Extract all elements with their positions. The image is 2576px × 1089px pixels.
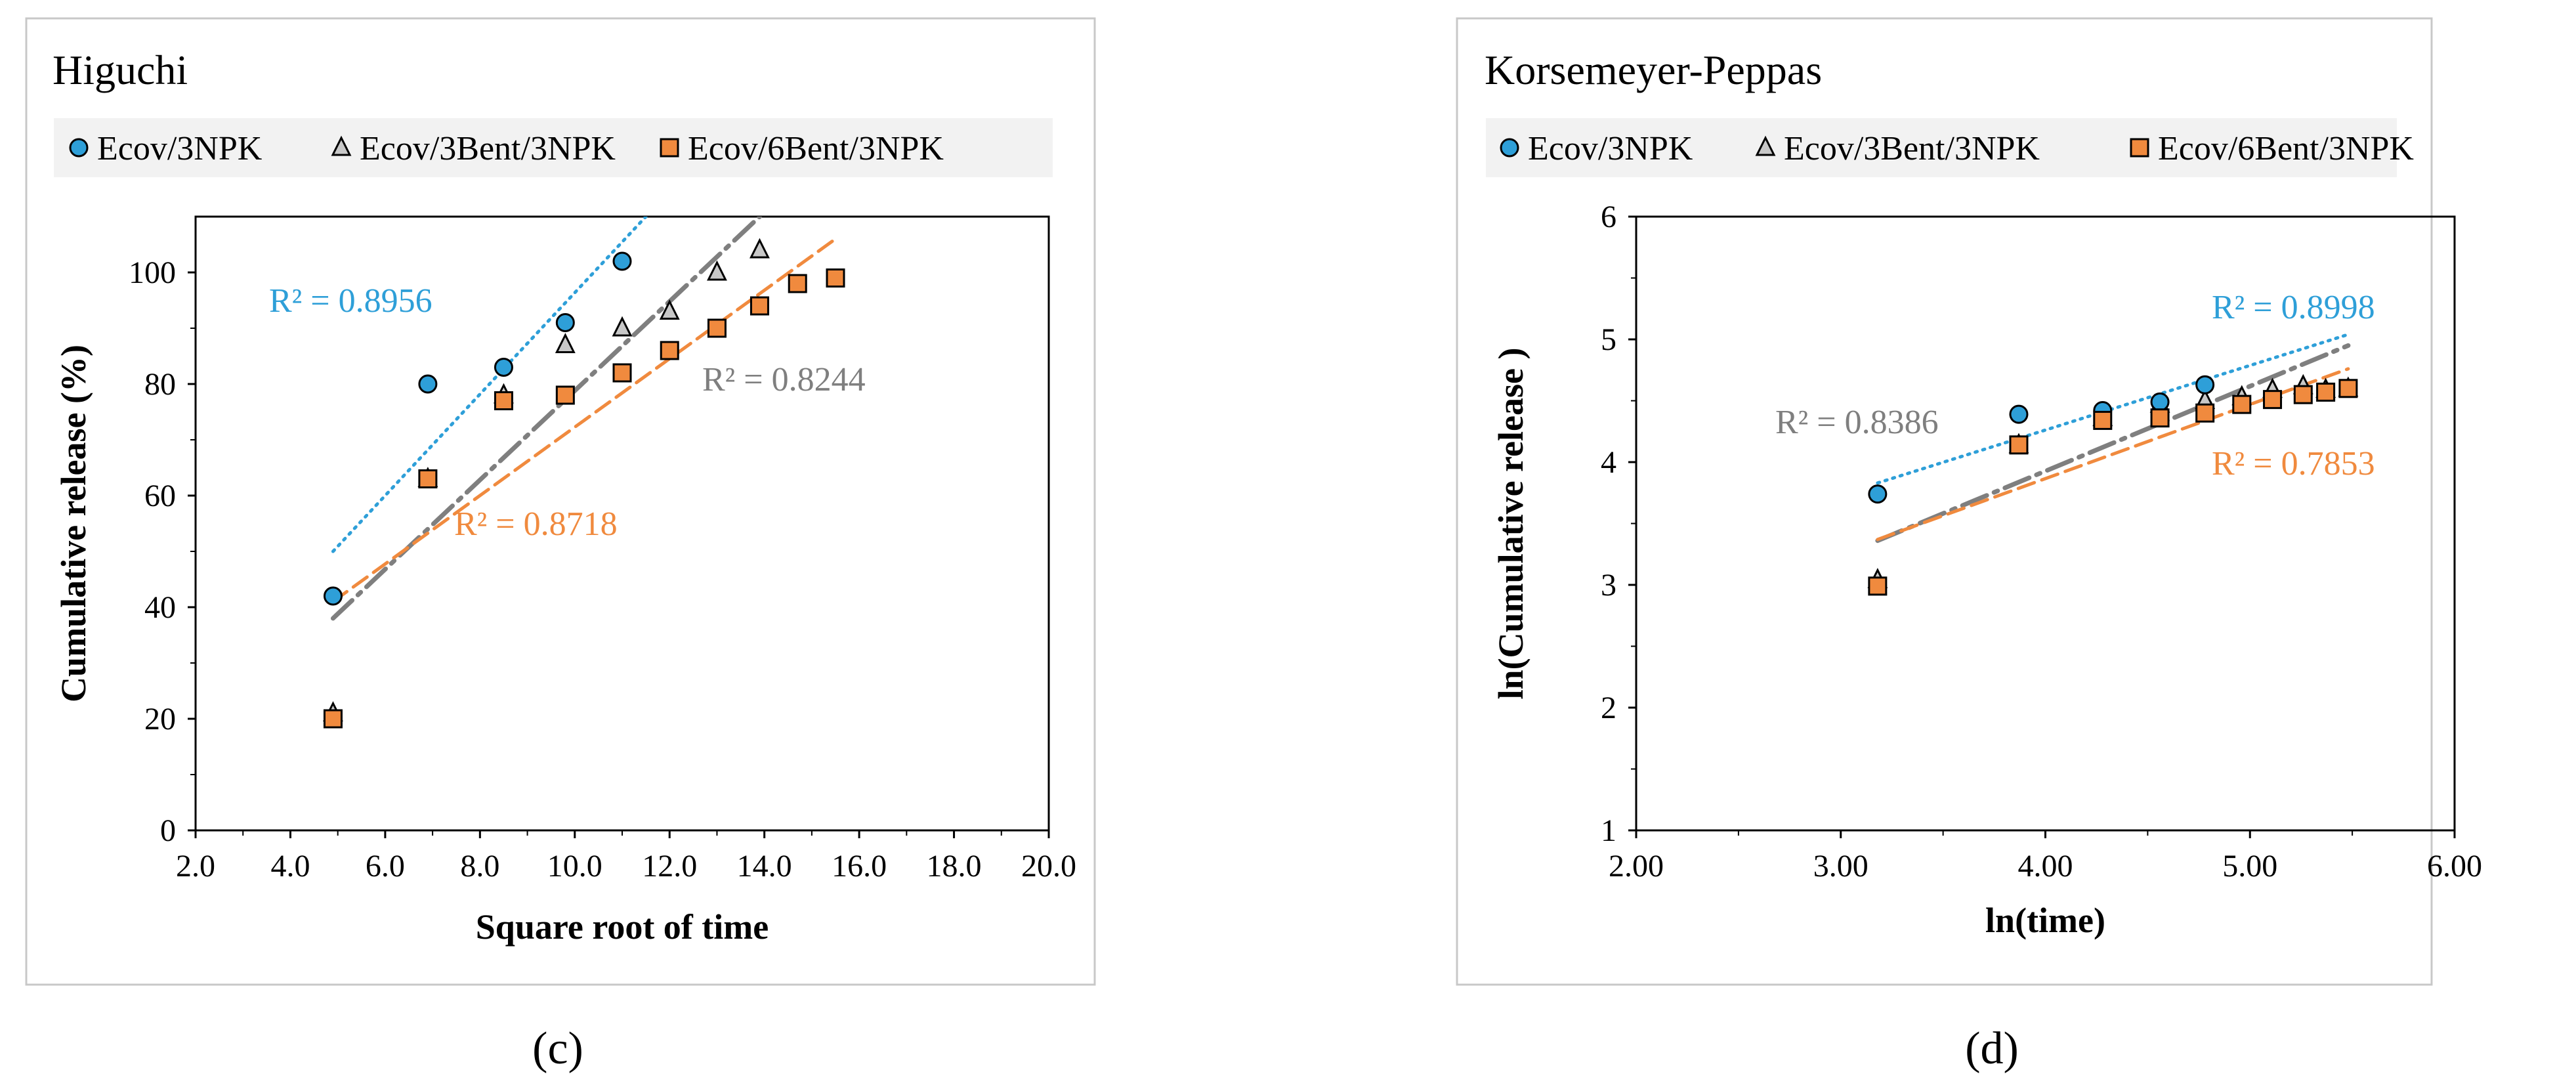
y-tick-label: 5 <box>1601 322 1616 357</box>
chart-frame <box>25 17 1096 986</box>
chart-panel-c: Higuchi Ecov/3NPK Ecov/3Bent/3NPK Ecov/6Ben… <box>25 17 1096 1074</box>
data-point-square <box>2009 435 2029 455</box>
data-point-square <box>2093 410 2113 430</box>
y-tick-label: 2 <box>1601 691 1616 725</box>
data-point-square <box>323 709 343 729</box>
data-point-square <box>707 318 727 338</box>
data-point-triangle <box>707 260 727 281</box>
y-tick-label: 20 <box>144 702 176 737</box>
y-tick-label: 0 <box>160 813 176 848</box>
data-point-square <box>826 268 845 288</box>
data-point-circle <box>323 586 343 606</box>
y-tick-label: 3 <box>1601 568 1616 603</box>
data-point-square <box>418 469 438 488</box>
chart-frame <box>1456 17 2433 986</box>
data-point-circle <box>418 374 438 394</box>
data-point-triangle <box>659 299 680 320</box>
data-point-square <box>2293 385 2313 404</box>
x-tick-label: 5.00 <box>2222 849 2277 884</box>
x-tick-label: 20.0 <box>1021 849 1076 884</box>
data-point-triangle <box>750 238 770 259</box>
data-point-square <box>555 385 575 405</box>
data-point-circle <box>2009 404 2029 424</box>
legend-label: Ecov/3Bent/3NPK <box>1784 130 2040 167</box>
y-tick-label: 100 <box>129 255 176 290</box>
legend-marker-circle <box>1500 138 1519 158</box>
legend-marker-circle <box>69 138 89 158</box>
x-tick-label: 16.0 <box>832 849 887 884</box>
x-axis-label: Square root of time <box>476 907 769 947</box>
legend-marker-square <box>660 138 679 158</box>
legend-box <box>54 118 1053 177</box>
y-tick-label: 1 <box>1601 813 1616 848</box>
x-tick-label: 14.0 <box>737 849 792 884</box>
x-tick-label: 2.0 <box>176 849 215 884</box>
trendline-triangle <box>1875 343 2351 544</box>
legend-marker-triangle <box>1755 135 1776 156</box>
subfigure-label: (d) <box>1965 1023 2019 1074</box>
x-axis-label: ln(time) <box>1985 901 2105 940</box>
r-squared-label: R² = 0.8386 <box>1775 404 1939 441</box>
r-squared-label: R² = 0.7853 <box>2212 445 2375 482</box>
data-point-square <box>2232 395 2252 414</box>
x-tick-label: 4.0 <box>270 849 310 884</box>
legend-marker-triangle <box>331 135 352 156</box>
r-squared-label: R² = 0.8244 <box>702 361 866 398</box>
y-tick-label: 80 <box>144 367 176 402</box>
data-point-circle <box>555 313 575 332</box>
data-point-square <box>660 341 679 360</box>
subfigure-label: (c) <box>532 1023 583 1074</box>
legend-label: Ecov/6Bent/3NPK <box>2158 130 2414 167</box>
data-point-circle <box>2195 375 2215 395</box>
data-point-square <box>2150 408 2170 428</box>
data-point-circle <box>1868 484 1888 504</box>
data-point-circle <box>494 358 513 377</box>
data-point-square <box>612 363 632 383</box>
chart-title: Korsemeyer-Peppas <box>1485 47 1822 93</box>
r-squared-label: R² = 0.8956 <box>269 282 433 320</box>
data-point-square <box>2338 379 2358 398</box>
data-point-square <box>494 391 513 410</box>
trendline-circle <box>1876 333 2350 485</box>
data-point-square <box>2195 403 2215 423</box>
x-tick-label: 4.00 <box>2018 849 2073 884</box>
legend-box <box>1486 118 2397 177</box>
legend-label: Ecov/3Bent/3NPK <box>360 130 616 167</box>
data-point-square <box>750 296 769 316</box>
x-tick-label: 18.0 <box>927 849 982 884</box>
chart-panel-d: Korsemeyer-Peppas Ecov/3NPK Ecov/3Bent/3NP… <box>1456 17 2482 1074</box>
legend-label: Ecov/3NPK <box>97 130 263 167</box>
legend-marker-square <box>2130 138 2149 158</box>
r-squared-label: R² = 0.8998 <box>2212 289 2375 326</box>
legend-label: Ecov/6Bent/3NPK <box>688 130 944 167</box>
data-point-square <box>2263 390 2283 410</box>
x-tick-label: 10.0 <box>547 849 602 884</box>
data-point-circle <box>612 251 632 271</box>
x-tick-label: 6.0 <box>366 849 405 884</box>
y-axis-label: ln(Cumulative release ) <box>1491 348 1531 700</box>
r-squared-label: R² = 0.8718 <box>454 505 618 543</box>
y-tick-label: 4 <box>1601 445 1616 480</box>
data-point-triangle <box>612 316 633 337</box>
data-point-square <box>1868 576 1888 596</box>
trendline-circle <box>331 217 648 553</box>
data-point-triangle <box>555 333 576 353</box>
y-tick-label: 40 <box>144 590 176 625</box>
y-tick-label: 6 <box>1601 200 1616 234</box>
x-tick-label: 12.0 <box>642 849 697 884</box>
x-tick-label: 2.00 <box>1609 849 1664 884</box>
x-tick-label: 6.00 <box>2427 849 2482 884</box>
data-point-square <box>2316 382 2336 402</box>
y-axis-label: Cumulative release (%) <box>54 345 93 702</box>
data-point-square <box>788 274 807 293</box>
x-tick-label: 8.0 <box>460 849 499 884</box>
chart-title: Higuchi <box>53 47 188 93</box>
x-tick-label: 3.00 <box>1813 849 1869 884</box>
y-tick-label: 60 <box>144 479 176 513</box>
data-point-circle <box>2150 392 2170 412</box>
legend-label: Ecov/3NPK <box>1528 130 1693 167</box>
